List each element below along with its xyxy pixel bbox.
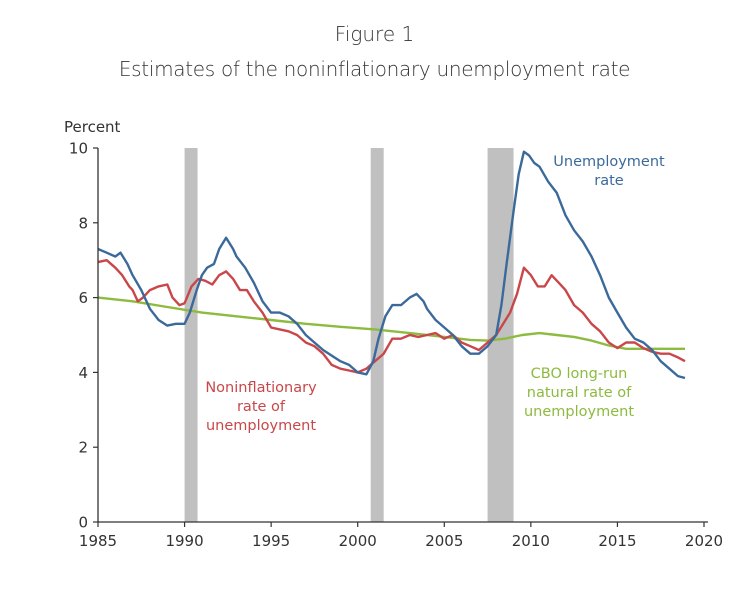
annotations: Unemployment rate Noninflationary rate of un… xyxy=(205,154,665,434)
x-tick-label: 2015 xyxy=(598,532,636,550)
cbo-line xyxy=(97,296,685,350)
y-tick-label: 6 xyxy=(78,289,88,307)
y-axis-label: Percent xyxy=(64,118,121,136)
recession-bands xyxy=(184,148,514,522)
x-tick-label: 2010 xyxy=(512,532,550,550)
x-tick-label: 1985 xyxy=(79,532,117,550)
noninflationary-annotation: Noninflationary rate of unemployment xyxy=(205,380,317,434)
recession-band-0 xyxy=(184,148,198,522)
x-tick-label: 2000 xyxy=(339,532,377,550)
y-tick-label: 10 xyxy=(69,140,88,158)
x-tick-label: 2020 xyxy=(685,532,723,550)
unemployment-line xyxy=(97,150,686,380)
y-tick-label: 2 xyxy=(78,439,88,457)
figure-number: Figure 1 xyxy=(334,22,415,46)
recession-band-2 xyxy=(487,148,514,522)
unemployment-annotation: Unemployment rate xyxy=(553,154,665,189)
axes: 0 2 4 6 8 10 1985 1990 1995 2000 2005 2010 2015 2020 xyxy=(69,140,723,551)
x-tick-label: 1995 xyxy=(252,532,290,550)
y-tick-label: 0 xyxy=(78,514,88,532)
recession-band-1 xyxy=(370,148,384,522)
y-tick-label: 4 xyxy=(78,364,88,382)
y-tick-label: 8 xyxy=(78,214,88,232)
noninflationary-line xyxy=(97,259,686,374)
chart-title: Estimates of the noninflationary unemplo… xyxy=(118,57,631,81)
x-tick-label: 2005 xyxy=(425,532,463,550)
series-lines xyxy=(97,150,686,380)
x-tick-label: 1990 xyxy=(165,532,203,550)
cbo-annotation: CBO long-run natural rate of unemployment xyxy=(524,366,634,420)
